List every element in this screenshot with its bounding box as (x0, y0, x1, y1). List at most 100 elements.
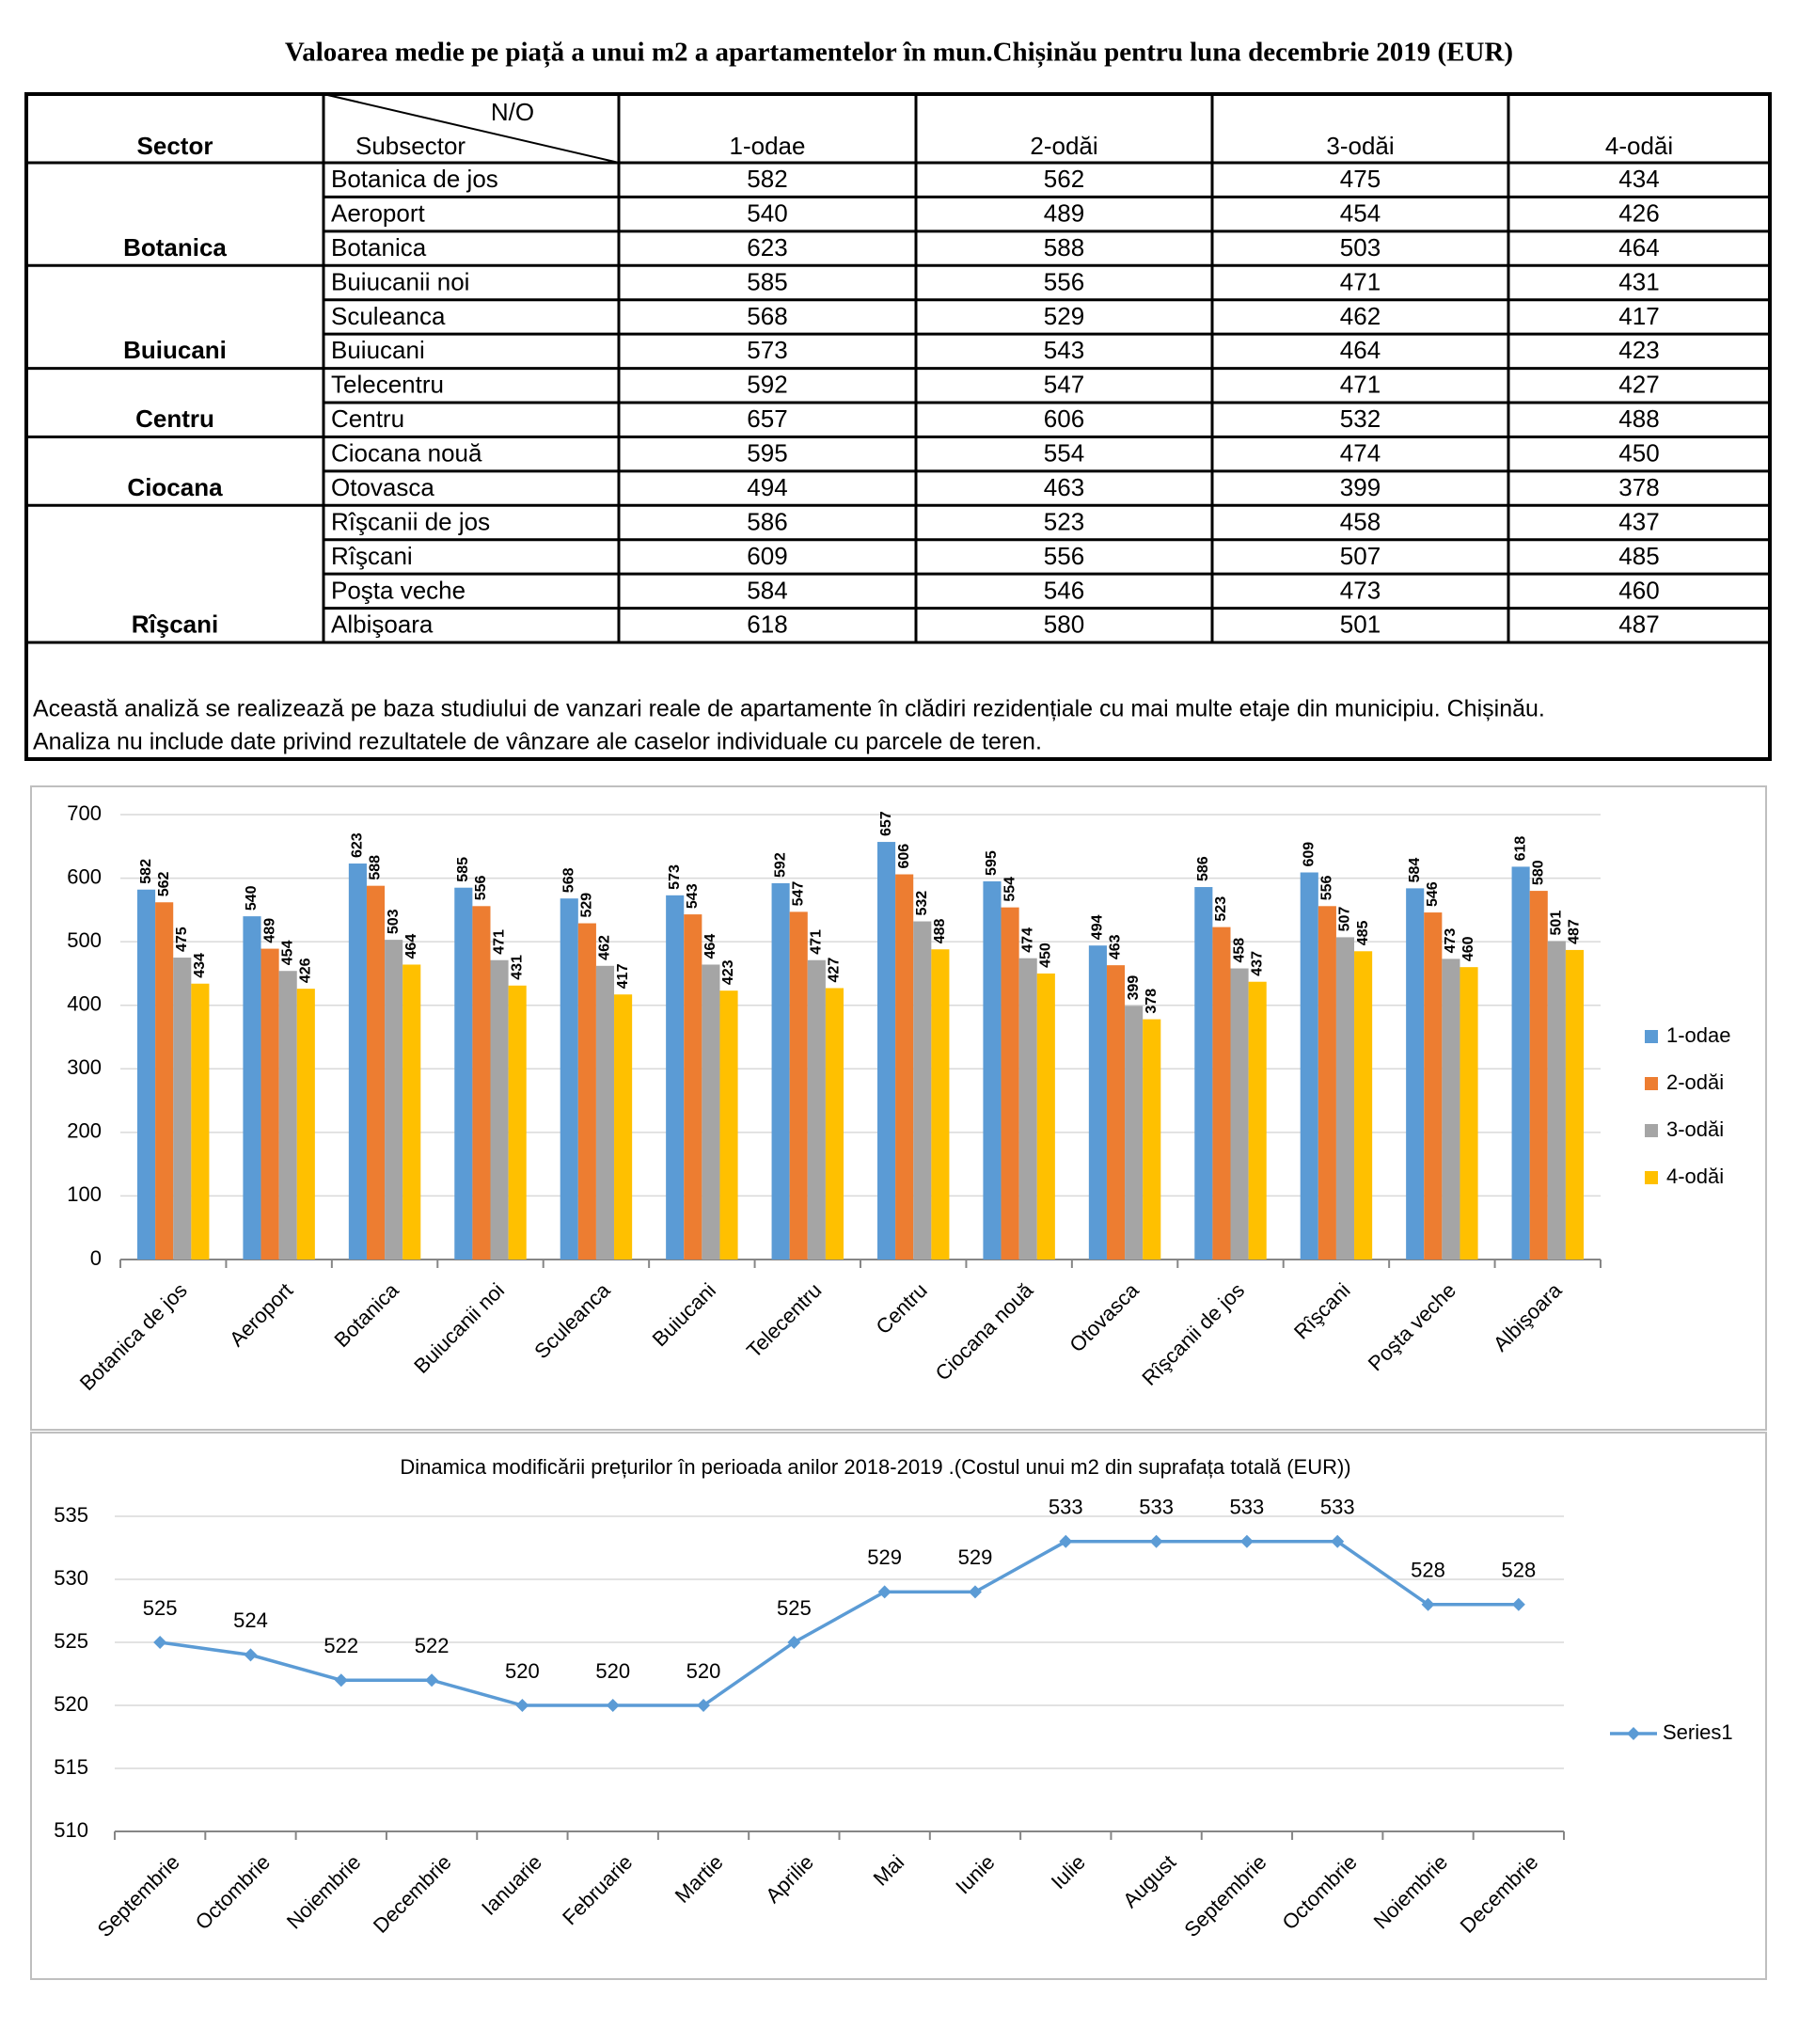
data-label: 525 (143, 1596, 178, 1620)
value-cell: 464 (1618, 233, 1659, 261)
data-label: 485 (1355, 920, 1371, 945)
subsector-cell: Centru (331, 404, 404, 433)
value-cell: 450 (1618, 439, 1659, 467)
bar (771, 882, 790, 1260)
y-tick-label: 515 (54, 1755, 88, 1779)
x-tick-label: Rîşcanii de jos (1137, 1278, 1249, 1390)
bar (278, 971, 297, 1260)
y-tick-label: 500 (67, 928, 102, 952)
data-label: 454 (279, 940, 295, 965)
legend-label: 1-odae (1666, 1023, 1731, 1047)
point-marker (968, 1585, 982, 1599)
note-text: Analiza nu include date privind rezultat… (33, 729, 1042, 755)
point-marker (1331, 1534, 1345, 1548)
data-label: 520 (595, 1659, 630, 1683)
y-tick-label: 400 (67, 992, 102, 1016)
point-marker (1421, 1597, 1435, 1611)
bar (1565, 949, 1585, 1260)
value-cell: 437 (1618, 507, 1659, 535)
data-label: 522 (415, 1634, 450, 1657)
y-tick-label: 300 (67, 1055, 102, 1079)
data-label: 450 (1038, 943, 1054, 968)
point-marker (1239, 1534, 1254, 1548)
bar (876, 842, 896, 1260)
y-tick-label: 520 (54, 1692, 88, 1716)
data-label: 532 (914, 891, 930, 916)
data-label: 588 (368, 855, 384, 880)
data-label: 475 (174, 927, 190, 952)
bar (789, 911, 808, 1260)
value-cell: 489 (1044, 199, 1084, 228)
bar (983, 880, 1002, 1260)
subsector-cell: Botanica (331, 233, 427, 261)
legend-label: 4-odăi (1666, 1165, 1724, 1188)
value-cell: 471 (1340, 267, 1381, 295)
bar (191, 983, 210, 1260)
value-cell: 475 (1340, 165, 1381, 193)
bar (1036, 973, 1055, 1260)
x-tick-label: Buiucani (648, 1278, 720, 1351)
value-cell: 488 (1618, 404, 1659, 433)
point-marker (697, 1699, 711, 1712)
bar (913, 921, 932, 1260)
data-label: 520 (686, 1659, 721, 1683)
bar (666, 895, 685, 1260)
bar (1460, 967, 1478, 1260)
data-label: 657 (878, 811, 894, 836)
value-cell: 474 (1340, 439, 1381, 467)
data-label: 562 (156, 871, 172, 896)
bar (931, 949, 950, 1260)
bar (1406, 888, 1425, 1260)
value-cell: 554 (1044, 439, 1084, 467)
value-cell: 580 (1044, 610, 1084, 639)
legend-label: Series1 (1663, 1720, 1733, 1744)
value-cell: 460 (1618, 576, 1659, 604)
value-cell: 431 (1618, 267, 1659, 295)
data-label: 585 (455, 857, 471, 882)
value-cell: 532 (1340, 404, 1381, 433)
data-label: 609 (1301, 842, 1317, 867)
legend-swatch (1645, 1171, 1658, 1184)
value-cell: 462 (1340, 302, 1381, 330)
bar (173, 958, 192, 1260)
point-marker (334, 1673, 348, 1687)
chart-title: Dinamica modificării prețurilor în perio… (400, 1455, 1350, 1479)
x-tick-label: August (1118, 1850, 1180, 1912)
data-label: 464 (403, 934, 419, 959)
x-tick-label: Noiembrie (1369, 1850, 1453, 1934)
x-tick-label: Otovasca (1065, 1277, 1144, 1356)
data-label: 580 (1530, 860, 1546, 885)
data-label: 427 (827, 958, 843, 983)
data-label: 464 (702, 934, 718, 959)
bar (1318, 906, 1336, 1260)
data-label: 554 (1002, 877, 1018, 902)
bar (684, 914, 702, 1260)
x-tick-label: Iulie (1047, 1850, 1090, 1893)
value-cell: 473 (1340, 576, 1381, 604)
data-label: 494 (1090, 914, 1106, 940)
value-cell: 547 (1044, 371, 1084, 399)
y-tick-label: 530 (54, 1566, 88, 1590)
x-tick-label: Buiucanii noi (409, 1278, 509, 1378)
column-header: 3-odăi (1326, 132, 1394, 160)
data-label: 462 (597, 935, 613, 960)
value-cell: 399 (1340, 473, 1381, 501)
point-marker (425, 1673, 439, 1687)
chart-frame (30, 785, 1767, 1431)
y-tick-label: 200 (67, 1119, 102, 1143)
x-tick-label: Poşta veche (1364, 1278, 1460, 1375)
bar (1300, 872, 1318, 1260)
value-cell: 586 (747, 507, 787, 535)
data-label: 543 (685, 883, 701, 909)
x-tick-label: Rîşcani (1289, 1278, 1355, 1344)
chart-frame (30, 1432, 1767, 1980)
x-tick-label: Albişoara (1489, 1277, 1567, 1355)
data-label: 417 (615, 963, 631, 989)
value-cell: 543 (1044, 336, 1084, 364)
y-tick-label: 100 (67, 1182, 102, 1206)
data-label: 529 (867, 1545, 902, 1569)
note-text: Această analiză se realizează pe baza st… (33, 696, 1545, 722)
bar (1106, 965, 1126, 1260)
legend-swatch (1645, 1077, 1658, 1090)
bar (490, 959, 509, 1260)
